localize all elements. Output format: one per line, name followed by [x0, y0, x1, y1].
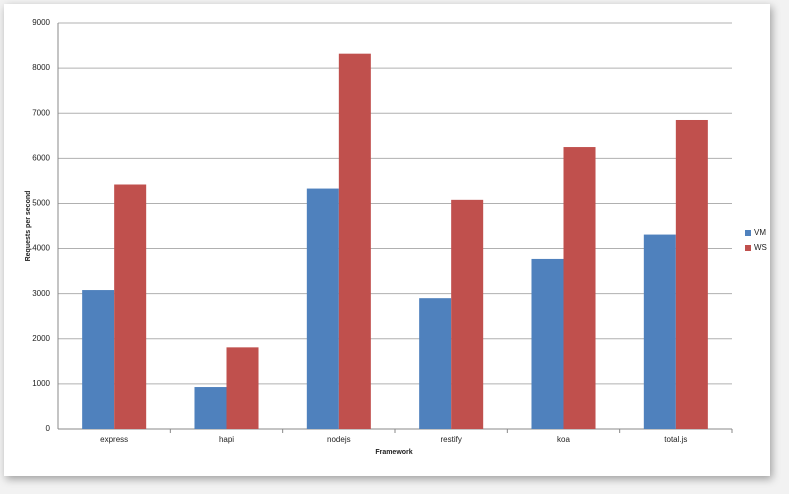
bar: [194, 387, 227, 429]
legend-label: WS: [754, 243, 767, 252]
y-tick-label: 4000: [32, 244, 50, 253]
y-tick-label: 3000: [32, 289, 50, 298]
y-tick-label: 8000: [32, 63, 50, 72]
y-tick-label: 9000: [32, 18, 50, 27]
bar: [563, 147, 596, 430]
y-tick-label: 7000: [32, 108, 50, 117]
x-tick-label: restify: [440, 435, 461, 444]
y-tick-label: 5000: [32, 199, 50, 208]
bar: [114, 184, 147, 429]
y-tick-label: 1000: [32, 379, 50, 388]
x-tick-label: express: [100, 435, 128, 444]
y-axis-label: Requests per second: [25, 191, 32, 262]
legend-swatch: [745, 230, 751, 236]
bar: [419, 298, 452, 429]
legend-label: VM: [754, 228, 766, 237]
x-tick-label: hapi: [219, 435, 234, 444]
y-tick-label: 0: [46, 424, 51, 433]
bar: [451, 199, 484, 429]
bar: [338, 53, 371, 429]
bar: [82, 290, 115, 429]
x-tick-label: total.js: [664, 435, 687, 444]
y-tick-label: 2000: [32, 334, 50, 343]
bar: [226, 347, 259, 429]
bar: [306, 188, 339, 429]
y-tick-label: 6000: [32, 153, 50, 162]
x-tick-label: koa: [557, 435, 570, 444]
bar: [531, 258, 564, 429]
bar: [675, 119, 708, 429]
legend-swatch: [745, 245, 751, 251]
x-axis-label: Framework: [375, 449, 412, 456]
bar: [643, 234, 676, 429]
x-tick-label: nodejs: [327, 435, 351, 444]
